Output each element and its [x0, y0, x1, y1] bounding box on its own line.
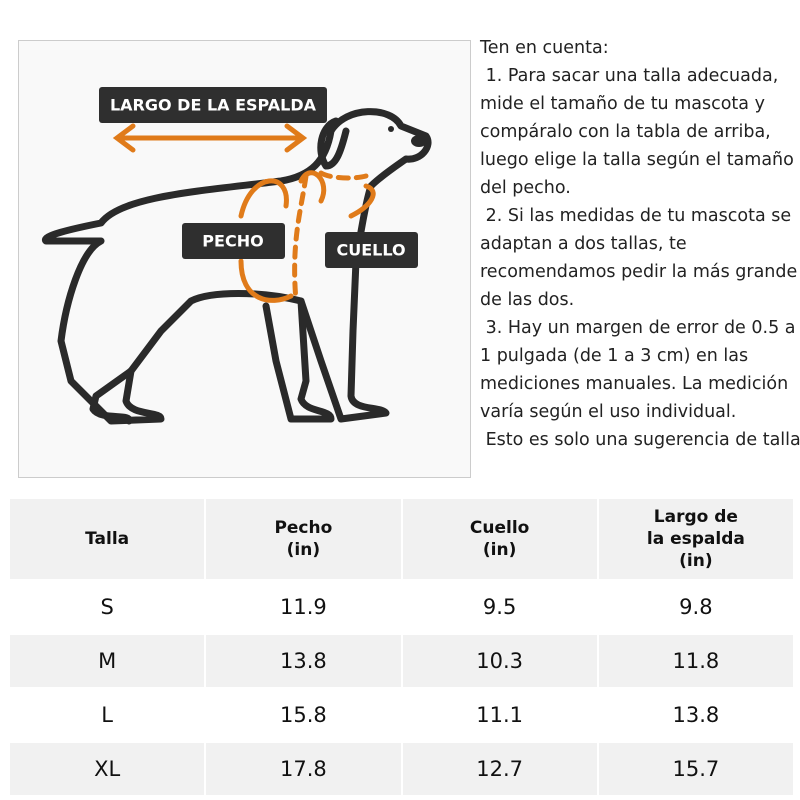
label-chest: PECHO	[202, 232, 263, 251]
table-cell: 9.8	[596, 579, 796, 635]
dog-outline	[42, 108, 432, 425]
table-cell: 13.8	[596, 687, 796, 743]
header-cell: Largo de la espalda (in)	[596, 497, 796, 581]
table-cell: 12.7	[400, 741, 599, 797]
table-cell: 11.8	[596, 633, 796, 689]
table-cell: 15.7	[596, 741, 796, 797]
table-cell: L	[7, 687, 207, 743]
table-cell: 9.5	[400, 579, 599, 635]
table-cell: 11.9	[204, 579, 403, 635]
table-row: M 13.8 10.3 11.8	[7, 633, 796, 689]
header-cell: Cuello (in)	[400, 497, 599, 581]
table-cell: 17.8	[204, 741, 403, 797]
dog-svg: LARGO DE LA ESPALDA PECHO CUELLO	[42, 87, 432, 425]
table-row: XL 17.8 12.7 15.7	[7, 741, 796, 797]
table-cell: M	[7, 633, 207, 689]
table-cell: 13.8	[204, 633, 403, 689]
dog-diagram: LARGO DE LA ESPALDA PECHO CUELLO	[18, 40, 471, 478]
label-neck: CUELLO	[336, 241, 405, 260]
table-row: S 11.9 9.5 9.8	[7, 579, 796, 635]
note: 3. Hay un margen de error de 0.5 a 1 pul…	[480, 318, 796, 422]
label-back: LARGO DE LA ESPALDA	[110, 96, 317, 115]
table-cell: S	[7, 579, 207, 635]
header-row: Talla Pecho (in) Cuello (in) Largo de la es…	[7, 497, 796, 581]
labels: LARGO DE LA ESPALDA PECHO CUELLO	[99, 87, 418, 268]
table-row: L 15.8 11.1 13.8	[7, 687, 796, 743]
table-cell: XL	[7, 741, 207, 797]
header-cell: Talla	[7, 497, 207, 581]
note: 1. Para sacar una talla adecuada, mide e…	[480, 66, 800, 198]
measure-arrows	[112, 123, 376, 304]
note: Ten en cuenta:	[480, 38, 609, 58]
note: 2. Si las medidas de tu mascota se adapt…	[480, 206, 798, 310]
note: Esto es solo una sugerencia de talla.	[480, 430, 800, 450]
notes: Ten en cuenta: 1. Para sacar una talla a…	[480, 34, 800, 454]
table-cell: 10.3	[400, 633, 599, 689]
table-body: S 11.9 9.5 9.8 M 13.8 10.3 11.8 L 15.8 11.1 13.8 XL 1…	[7, 579, 796, 797]
table-cell: 11.1	[400, 687, 599, 743]
size-table: Talla Pecho (in) Cuello (in) Largo de la es…	[7, 497, 796, 797]
table-cell: 15.8	[204, 687, 403, 743]
header-cell: Pecho (in)	[204, 497, 403, 581]
